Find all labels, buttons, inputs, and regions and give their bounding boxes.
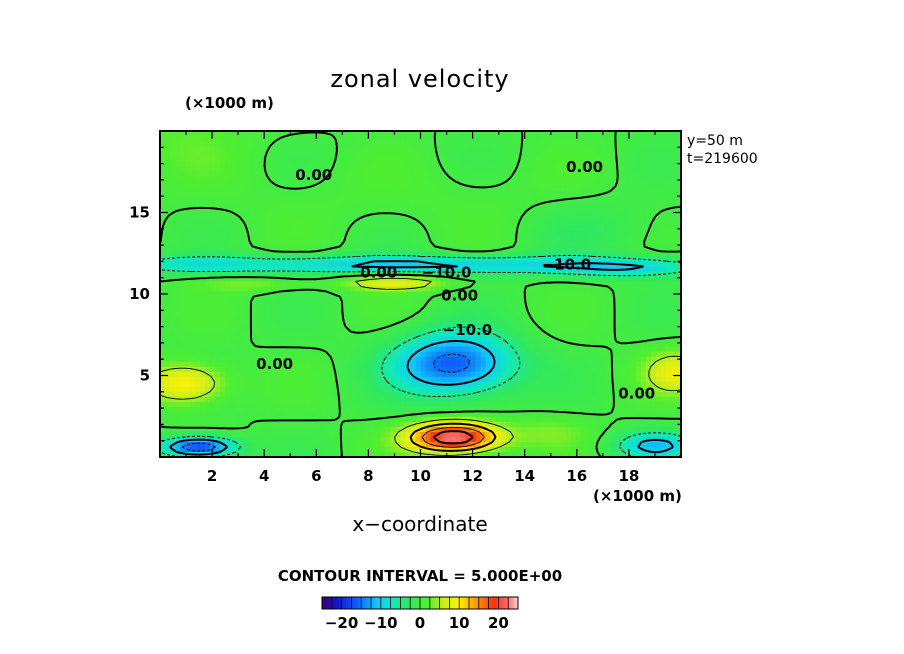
- contour-label: 0.00: [566, 158, 603, 176]
- y-tick-label: 10: [129, 285, 150, 303]
- contour-level: [168, 260, 674, 456]
- x-axis-label: x−coordinate: [352, 512, 487, 536]
- contour-label: −10.0: [542, 256, 592, 274]
- contour-level: [421, 426, 485, 448]
- contour-label: 0.00: [295, 166, 332, 184]
- x-tick-label: 8: [363, 467, 373, 485]
- colorbar-tick-label: −20: [325, 614, 358, 632]
- x-tick-label: 14: [514, 467, 535, 485]
- x-tick-label: 2: [207, 467, 217, 485]
- colorbar-tick-labels: −20 −10 0 10 20: [325, 614, 509, 632]
- contour-label: 0.00: [618, 384, 655, 402]
- colorbar-tick-label: 10: [449, 614, 470, 632]
- contour-label: 0.00: [256, 355, 293, 373]
- contour-level: [433, 430, 474, 445]
- x-tick-label: 12: [462, 467, 483, 485]
- contour-lines: [160, 131, 681, 457]
- contour-level: [160, 131, 681, 457]
- contour-level: [409, 422, 497, 452]
- x-tick-label: 16: [566, 467, 587, 485]
- colorbar-tick-label: −10: [364, 614, 397, 632]
- colorbar: −20 −10 0 10 20: [321, 596, 519, 632]
- x-tick-label: 18: [618, 467, 639, 485]
- annotation-depth: y=50 m: [687, 133, 743, 149]
- contour-label: −10.0: [422, 264, 472, 282]
- contour-labels: 0.00 0.00 0.00 −10.0 −10.0 0.00 −10.0 0.00 0.00: [256, 158, 655, 402]
- y-tick-labels: 5 10 15: [129, 204, 150, 385]
- y-tick-label: 15: [129, 204, 150, 222]
- contour-level: [160, 277, 681, 456]
- velocity-field: [160, 131, 681, 457]
- annotation-time: t=219600: [687, 151, 758, 167]
- contour-level: [160, 254, 681, 457]
- y-tick-label: 5: [140, 367, 150, 385]
- x-unit-label: (×1000 m): [593, 487, 682, 505]
- contour-level: [181, 353, 471, 452]
- y-unit-label: (×1000 m): [185, 94, 274, 112]
- contour-label: 0.00: [360, 264, 397, 282]
- x-tick-label: 6: [311, 467, 321, 485]
- colorbar-tick-label: 20: [488, 614, 509, 632]
- contour-label: −10.0: [443, 321, 493, 339]
- x-tick-labels: 2 4 6 8 10 12 14 16 18: [207, 467, 639, 485]
- axis-ticks: [160, 131, 681, 457]
- colorbar-tick-label: 0: [415, 614, 425, 632]
- x-tick-label: 4: [259, 467, 269, 485]
- x-tick-label: 10: [410, 467, 431, 485]
- contour-label: 0.00: [441, 287, 478, 305]
- chart-title: zonal velocity: [330, 65, 509, 93]
- contour-interval-text: CONTOUR INTERVAL = 5.000E+00: [278, 567, 562, 585]
